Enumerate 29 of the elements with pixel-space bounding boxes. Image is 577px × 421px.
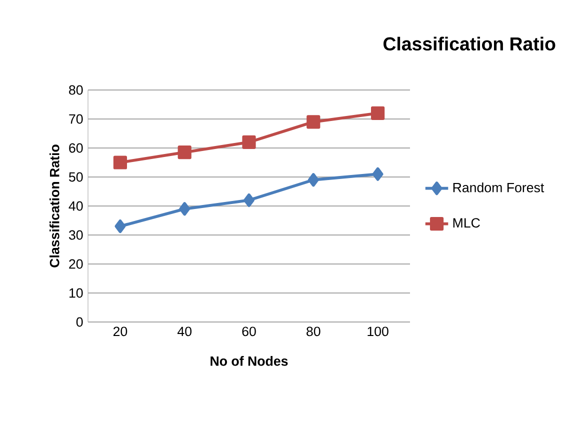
y-tick-label: 70 [69,114,83,124]
y-tick-label: 50 [69,172,83,182]
point [308,173,319,187]
y-tick-label: 0 [76,317,83,327]
point [306,115,320,129]
text: Classification Ratio [384,36,556,51]
y-tick-label: 40 [68,201,83,211]
x-tick-label: 100 [368,326,388,336]
point [113,156,128,170]
x-axis-title: No of Nodes [210,356,288,366]
x-tick-label: 20 [113,326,128,336]
y-tick-label: 20 [69,259,83,269]
x-tick-label: 80 [306,326,320,336]
point [370,106,385,120]
point [244,193,254,208]
y-axis-title: Classification Ratio [50,144,60,268]
legend-label: MLC [453,218,480,228]
point [242,135,256,149]
x-tick-label: 40 [178,326,192,336]
y-tick-label: 80 [69,85,83,95]
point [114,219,126,234]
point [179,202,190,216]
y-tick-label: 10 [69,288,83,298]
point [178,146,192,160]
x-tick-label: 60 [242,326,256,336]
point [372,167,384,181]
y-tick-label: 60 [69,143,83,153]
y-tick-label: 30 [68,230,83,240]
legend-label: Random Forest [453,182,544,192]
